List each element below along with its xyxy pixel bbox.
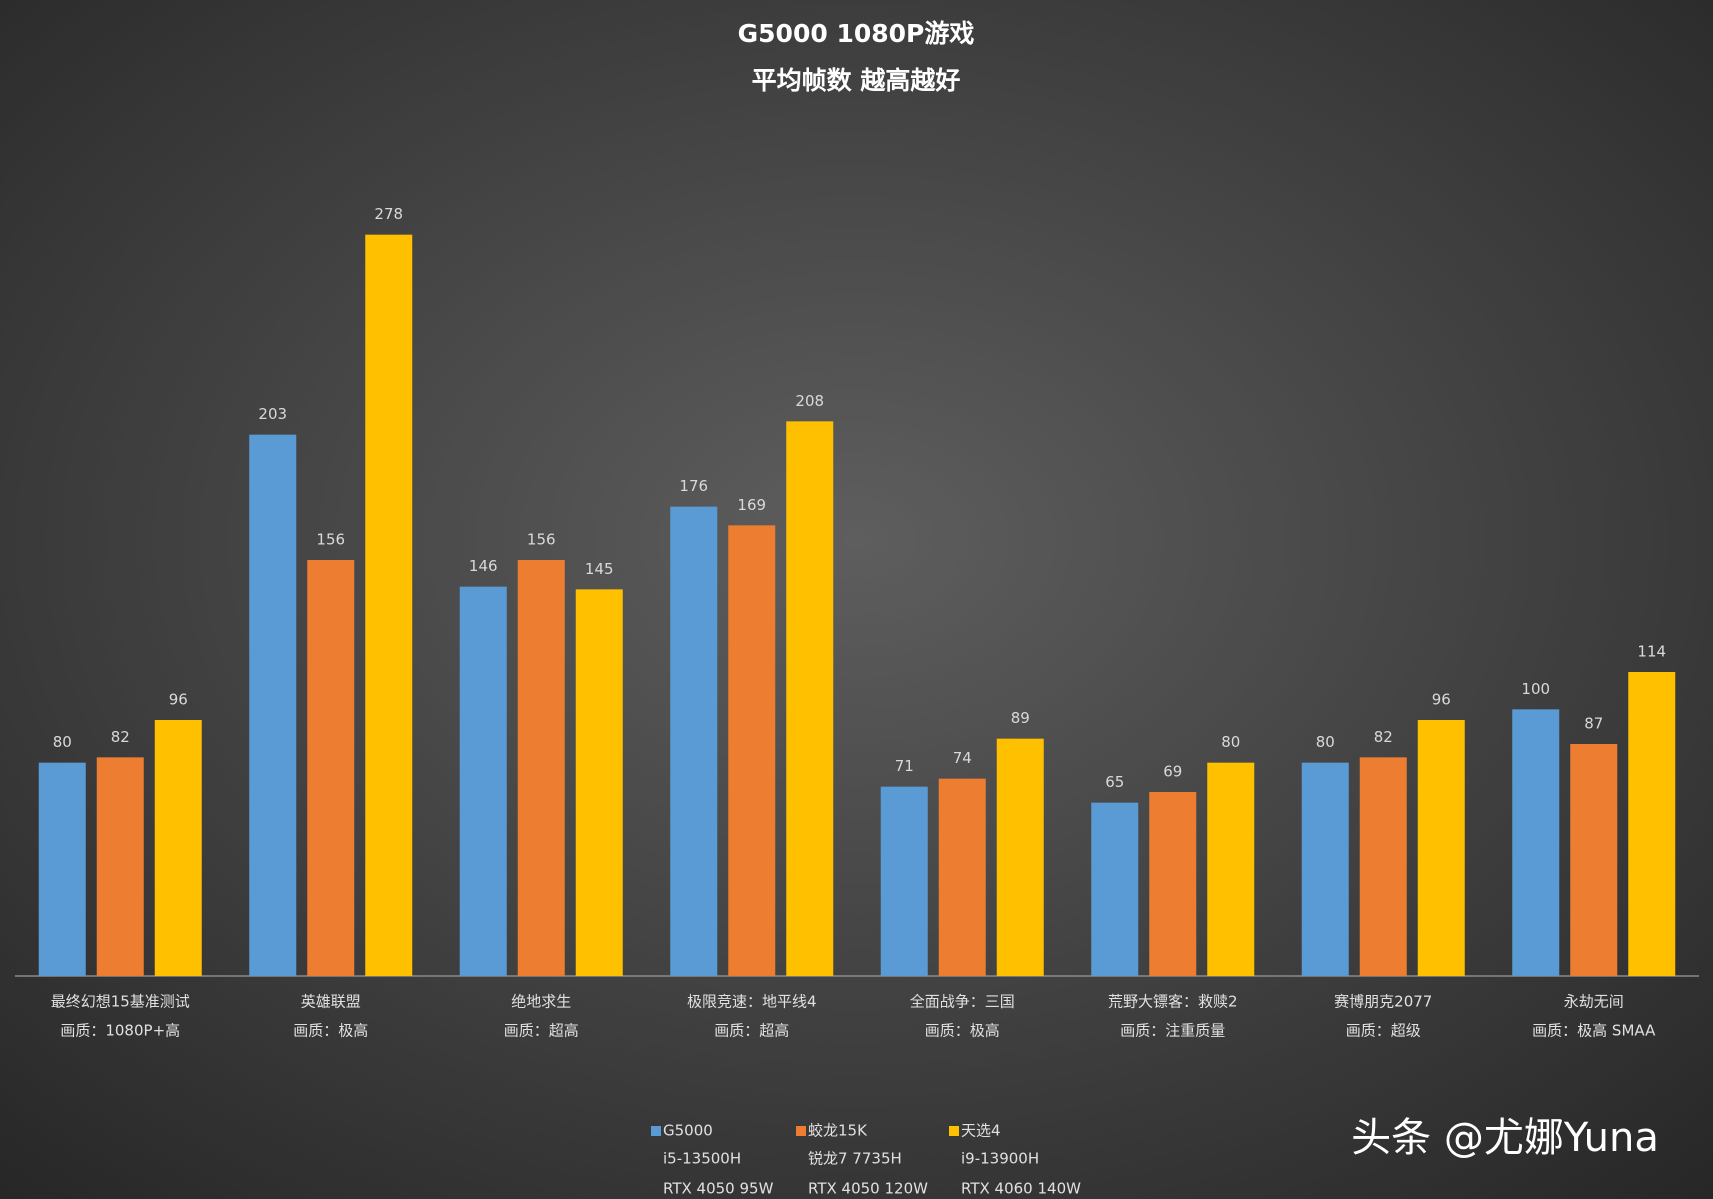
value-label: 169 [737, 496, 766, 514]
value-label: 82 [1374, 728, 1393, 746]
legend-swatch [651, 1126, 661, 1136]
x-tick-note: 画质：超高 [714, 1022, 789, 1040]
value-label: 96 [169, 691, 188, 709]
bar [38, 762, 86, 976]
bar [154, 720, 202, 976]
value-label: 146 [469, 557, 498, 575]
bar [1628, 672, 1676, 976]
bar [1570, 744, 1618, 976]
value-label: 87 [1584, 715, 1603, 733]
value-label: 80 [1221, 733, 1240, 751]
value-label: 156 [316, 531, 345, 549]
bar [996, 738, 1044, 976]
chart-subtitle: 平均帧数 越高越好 [752, 66, 961, 95]
x-tick-label: 绝地求生 [511, 993, 571, 1011]
legend-detail: RTX 4050 95W [663, 1180, 774, 1198]
x-tick-note: 画质：超级 [1346, 1022, 1421, 1040]
x-tick-note: 画质：注重质量 [1120, 1022, 1225, 1040]
value-label: 203 [258, 405, 287, 423]
bar [1149, 792, 1197, 976]
x-tick-label: 永劫无间 [1564, 993, 1624, 1011]
bar [249, 434, 297, 977]
legend-label: G5000 [663, 1122, 713, 1140]
value-label: 156 [527, 531, 556, 549]
value-label: 89 [1011, 709, 1030, 727]
bar [786, 421, 834, 976]
legend-swatch [796, 1126, 806, 1136]
value-label: 145 [585, 560, 614, 578]
value-label: 100 [1521, 680, 1550, 698]
x-tick-note: 画质：极高 [925, 1022, 1000, 1040]
bar [1417, 720, 1465, 976]
legend-detail: RTX 4050 120W [808, 1180, 928, 1198]
bar [365, 234, 413, 976]
x-tick-label: 极限竞速：地平线4 [687, 993, 817, 1011]
chart-title: G5000 1080P游戏 [738, 19, 975, 48]
x-tick-note: 画质：极高 SMAA [1532, 1022, 1656, 1040]
bar [728, 525, 776, 976]
legend-label: 蛟龙15K [808, 1122, 868, 1140]
value-label: 69 [1163, 763, 1182, 781]
x-tick-label: 英雄联盟 [301, 993, 361, 1011]
value-label: 74 [953, 749, 972, 767]
value-label: 80 [1316, 733, 1335, 751]
watermark: 头条 @尤娜Yuna [1351, 1115, 1659, 1161]
legend-detail: i5-13500H [663, 1150, 741, 1168]
bar [307, 560, 355, 976]
bar [1091, 802, 1139, 976]
legend-swatch [949, 1126, 959, 1136]
bar [96, 757, 144, 976]
value-label: 96 [1432, 691, 1451, 709]
value-label: 176 [679, 477, 708, 495]
bar [575, 589, 623, 976]
value-label: 278 [374, 205, 403, 223]
bar [938, 778, 986, 976]
value-label: 82 [111, 728, 130, 746]
value-label: 80 [53, 733, 72, 751]
value-label: 71 [895, 757, 914, 775]
bar [517, 560, 565, 976]
bar [880, 786, 928, 976]
x-tick-note: 画质：1080P+高 [60, 1022, 180, 1040]
x-tick-label: 最终幻想15基准测试 [51, 993, 190, 1011]
legend-detail: i9-13900H [961, 1150, 1039, 1168]
x-tick-label: 全面战争：三国 [910, 993, 1015, 1011]
bar [1207, 762, 1255, 976]
bar [459, 586, 507, 976]
value-label: 114 [1637, 643, 1666, 661]
bar [670, 506, 718, 976]
x-tick-note: 画质：超高 [504, 1022, 579, 1040]
bar [1512, 709, 1560, 976]
bar [1301, 762, 1349, 976]
value-label: 208 [795, 392, 824, 410]
legend-detail: 锐龙7 7735H [808, 1150, 902, 1168]
x-tick-note: 画质：极高 [293, 1022, 368, 1040]
legend-detail: RTX 4060 140W [961, 1180, 1081, 1198]
bar [1359, 757, 1407, 976]
legend-label: 天选4 [961, 1122, 1001, 1140]
value-label: 65 [1105, 773, 1124, 791]
x-tick-label: 荒野大镖客：救赎2 [1108, 993, 1238, 1011]
x-tick-label: 赛博朋克2077 [1334, 993, 1432, 1011]
